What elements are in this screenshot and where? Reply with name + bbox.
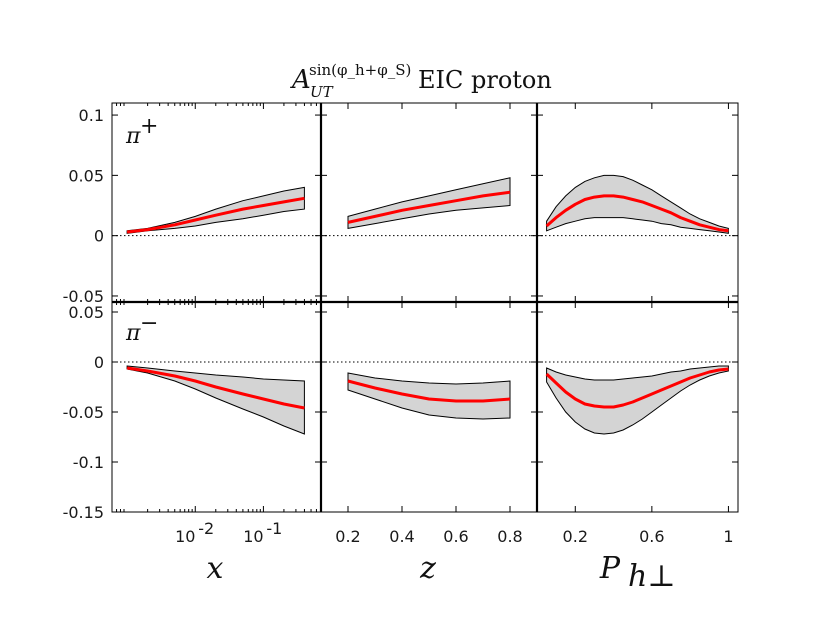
panel-pi-plus-z <box>320 102 538 303</box>
particle-label: π <box>125 321 141 346</box>
y-tick-label: 0.05 <box>68 166 104 185</box>
title-text: EIC proton <box>418 66 552 94</box>
x-tick-label: 10 <box>175 527 195 546</box>
panel-pi-minus-z: 0.2 0.4 0.6 0.8 <box>320 301 538 546</box>
x-tick-label: 0.6 <box>443 527 468 546</box>
x-tick-label: 0.4 <box>389 527 414 546</box>
x-axis-label: z <box>419 551 436 586</box>
x-tick-exponent: -1 <box>266 519 282 538</box>
x-tick-label: 0.6 <box>639 527 664 546</box>
panel-pi-plus-phperp <box>536 102 739 303</box>
panel-pi-plus-x: -0.05 0 0.05 0.1 π + <box>63 102 322 306</box>
uncertainty-band <box>347 177 511 229</box>
y-tick-label: 0.1 <box>79 106 104 125</box>
uncertainty-band <box>347 372 511 420</box>
panel-pi-minus-phperp: 0.2 0.6 1 <box>536 301 739 546</box>
uncertainty-band <box>126 186 305 234</box>
title-superscript: sin(φ_h+φ_S) <box>309 61 411 79</box>
x-tick-label: 10 <box>243 527 263 546</box>
x-tick-label: 0.8 <box>497 527 522 546</box>
x-axis-subscript: h⊥ <box>628 559 676 594</box>
particle-charge: − <box>140 311 158 336</box>
central-curve <box>545 194 729 233</box>
central-curve <box>545 367 729 409</box>
particle-charge: + <box>140 114 158 139</box>
y-tick-label: -0.1 <box>73 453 104 472</box>
x-tick-label: 0.2 <box>335 527 360 546</box>
central-curve <box>126 366 305 410</box>
y-tick-label: -0.05 <box>63 403 104 422</box>
x-tick-label: 0.2 <box>563 527 588 546</box>
central-curve <box>347 379 511 403</box>
x-axis-label: P <box>599 551 621 586</box>
title-subscript: UT <box>310 83 334 101</box>
title-symbol: A <box>290 65 311 95</box>
y-tick-label: -0.15 <box>63 503 104 522</box>
central-curve <box>126 196 305 234</box>
uncertainty-band <box>126 365 305 435</box>
x-axis-label: x <box>207 551 224 586</box>
x-tick-label: 1 <box>723 527 733 546</box>
y-tick-label: 0 <box>94 353 104 372</box>
x-tick-exponent: -2 <box>198 519 214 538</box>
y-tick-label: -0.05 <box>63 287 104 306</box>
particle-label: π <box>125 124 141 149</box>
y-tick-label: 0.05 <box>68 303 104 322</box>
central-curve <box>347 190 511 224</box>
y-tick-label: 0 <box>94 227 104 246</box>
